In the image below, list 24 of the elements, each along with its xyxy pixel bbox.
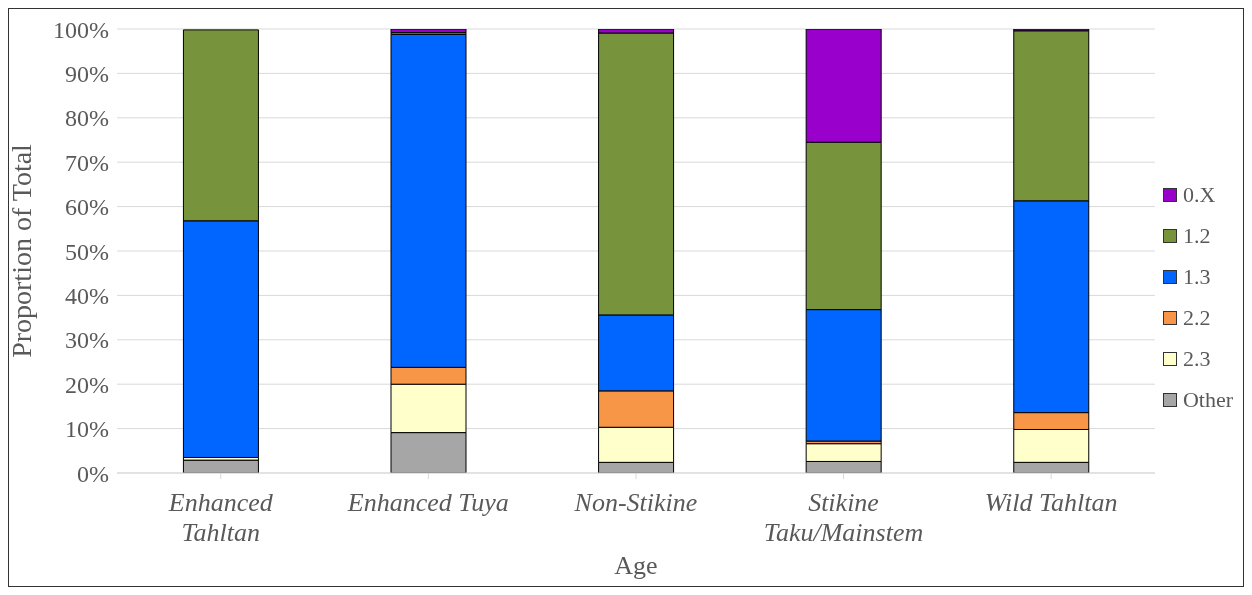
y-tick-label: 20% [65,371,109,398]
y-tick-label: 60% [65,194,109,221]
y-tick-label: 90% [65,60,109,87]
legend-label: 2.2 [1182,305,1211,331]
y-tick-label: 70% [65,149,109,176]
x-tick-label: Enhanced Tahltan [167,488,274,547]
x-tick-label: Stikine Taku/Mainstem [763,488,924,547]
legend-label: Other [1182,387,1233,413]
x-tick-label: Non-Stikine [573,488,698,517]
y-tick-label: 50% [65,238,109,265]
x-tick-label: Wild Tahltan [984,488,1118,517]
x-tick-label: Enhanced Tuya [346,488,509,517]
y-axis-title: Proportion of Total [5,143,37,358]
legend-label: 0.X [1182,182,1216,208]
x-axis-title: Age [614,551,658,580]
legend-label: 2.3 [1182,346,1211,372]
legend-label: 1.2 [1182,223,1211,249]
y-tick-label: 0% [77,460,109,487]
y-tick-label: 30% [65,327,109,354]
y-tick-label: 40% [65,282,109,309]
legend-label: 1.3 [1182,264,1211,290]
y-tick-label: 80% [65,105,109,132]
y-tick-label: 100% [53,16,109,43]
y-tick-label: 10% [65,416,109,443]
